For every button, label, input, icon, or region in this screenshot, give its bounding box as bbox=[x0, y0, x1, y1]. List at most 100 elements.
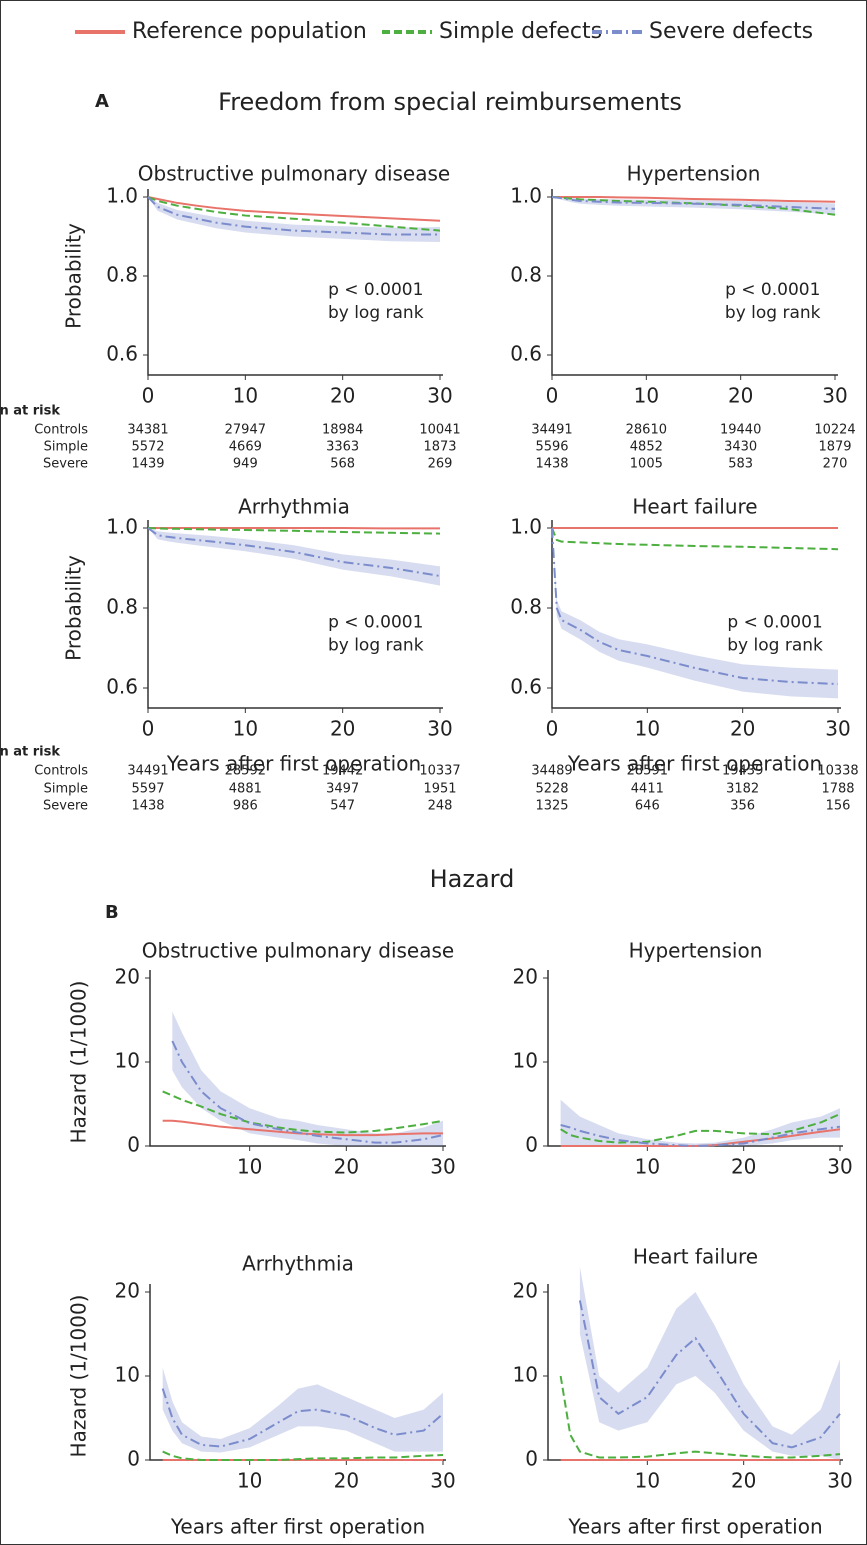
series-line bbox=[147, 527, 441, 577]
y-tick-label: 0.6 bbox=[106, 342, 138, 366]
x-tick-label: 30 bbox=[827, 1469, 852, 1493]
risk-count: 1788 bbox=[821, 782, 854, 797]
annotation: p < 0.0001 bbox=[328, 612, 423, 632]
risk-count: 547 bbox=[330, 799, 355, 814]
series-line bbox=[171, 1040, 444, 1144]
risk-count: 248 bbox=[428, 799, 453, 814]
x-tick-label: 30 bbox=[427, 384, 452, 408]
risk-count: 949 bbox=[233, 457, 258, 472]
series-line bbox=[162, 1119, 443, 1137]
y-tick-label: 20 bbox=[115, 1279, 140, 1303]
series-line bbox=[560, 1113, 841, 1144]
risk-count: 1879 bbox=[818, 440, 851, 455]
risk-table-title: n at risk bbox=[0, 404, 60, 419]
legend-label: Reference population bbox=[132, 19, 367, 44]
chart-title: Obstructive pulmonary disease bbox=[138, 162, 450, 186]
x-axis-label: Years after first operation bbox=[166, 752, 421, 776]
y-tick-label: 20 bbox=[115, 965, 140, 989]
series-line bbox=[147, 196, 441, 222]
y-axis-label: Probability bbox=[62, 223, 86, 329]
risk-count: 356 bbox=[730, 799, 755, 814]
risk-count: 5572 bbox=[131, 440, 164, 455]
x-tick-label: 30 bbox=[822, 384, 847, 408]
x-tick-label: 0 bbox=[142, 717, 155, 741]
x-tick-label: 10 bbox=[635, 717, 660, 741]
risk-count: 18984 bbox=[322, 423, 363, 438]
risk-count: 1325 bbox=[535, 799, 568, 814]
chart-title: Arrhythmia bbox=[238, 495, 350, 519]
risk-count: 156 bbox=[826, 799, 851, 814]
x-axis-label: Years after first operation bbox=[567, 752, 822, 776]
annotation: by log rank bbox=[328, 303, 424, 323]
risk-count: 10337 bbox=[419, 764, 460, 779]
risk-count: 568 bbox=[330, 457, 355, 472]
series-line bbox=[147, 527, 441, 535]
risk-count: 1005 bbox=[630, 457, 663, 472]
risk-count: 986 bbox=[233, 799, 258, 814]
y-tick-label: 0.6 bbox=[510, 342, 542, 366]
y-tick-label: 0 bbox=[127, 1447, 140, 1471]
risk-row-label: Severe bbox=[43, 799, 88, 814]
panel-label: A bbox=[95, 91, 109, 112]
legend-label: Severe defects bbox=[649, 19, 813, 44]
confidence-band bbox=[148, 197, 440, 243]
x-tick-label: 10 bbox=[635, 1155, 660, 1179]
y-tick-label: 1.0 bbox=[106, 184, 138, 208]
risk-count: 34381 bbox=[127, 423, 168, 438]
risk-count: 19440 bbox=[720, 423, 761, 438]
y-tick-label: 0 bbox=[525, 1447, 538, 1471]
chart-title: Hypertension bbox=[629, 939, 763, 963]
y-tick-label: 20 bbox=[513, 1279, 538, 1303]
series-line bbox=[552, 196, 836, 203]
x-tick-label: 20 bbox=[334, 1469, 359, 1493]
annotation: by log rank bbox=[727, 635, 823, 655]
series-line bbox=[560, 1124, 841, 1148]
series-line bbox=[147, 196, 441, 232]
risk-row-label: Controls bbox=[34, 764, 88, 779]
y-tick-label: 0.8 bbox=[510, 595, 542, 619]
annotation: by log rank bbox=[725, 303, 821, 323]
y-tick-label: 0.8 bbox=[106, 263, 138, 287]
chart-title: Arrhythmia bbox=[242, 1252, 354, 1276]
risk-count: 3430 bbox=[724, 440, 757, 455]
y-tick-label: 20 bbox=[513, 965, 538, 989]
risk-row-label: Severe bbox=[43, 457, 88, 472]
risk-count: 19439 bbox=[722, 764, 763, 779]
series-line bbox=[578, 1300, 841, 1449]
x-tick-label: 20 bbox=[731, 1469, 756, 1493]
x-tick-label: 10 bbox=[634, 384, 659, 408]
x-tick-label: 30 bbox=[427, 717, 452, 741]
series-line bbox=[551, 196, 836, 210]
x-tick-label: 20 bbox=[330, 717, 355, 741]
x-tick-label: 30 bbox=[430, 1155, 455, 1179]
risk-count: 5597 bbox=[131, 782, 164, 797]
annotation: p < 0.0001 bbox=[328, 280, 423, 300]
y-tick-label: 10 bbox=[513, 1049, 538, 1073]
y-tick-label: 0.8 bbox=[106, 595, 138, 619]
confidence-band bbox=[552, 197, 835, 215]
series-line bbox=[162, 1090, 444, 1134]
confidence-band bbox=[560, 1099, 840, 1146]
x-axis-label: Years after first operation bbox=[567, 1515, 822, 1539]
chart-title: Obstructive pulmonary disease bbox=[142, 939, 454, 963]
x-axis-label: Years after first operation bbox=[170, 1515, 425, 1539]
confidence-band bbox=[172, 1011, 444, 1146]
x-tick-label: 20 bbox=[728, 384, 753, 408]
risk-count: 28610 bbox=[626, 423, 667, 438]
y-axis-label: Hazard (1/1000) bbox=[67, 981, 91, 1144]
risk-count: 5596 bbox=[535, 440, 568, 455]
x-tick-label: 20 bbox=[730, 717, 755, 741]
x-tick-label: 20 bbox=[731, 1155, 756, 1179]
risk-count: 34491 bbox=[127, 764, 168, 779]
series-line bbox=[559, 1375, 841, 1459]
risk-count: 10338 bbox=[817, 764, 858, 779]
confidence-band bbox=[579, 1266, 840, 1460]
x-tick-label: 10 bbox=[233, 384, 258, 408]
risk-count: 34489 bbox=[531, 764, 572, 779]
risk-count: 1438 bbox=[535, 457, 568, 472]
risk-table-title: n at risk bbox=[0, 745, 60, 760]
y-tick-label: 1.0 bbox=[510, 515, 542, 539]
x-tick-label: 20 bbox=[334, 1155, 359, 1179]
